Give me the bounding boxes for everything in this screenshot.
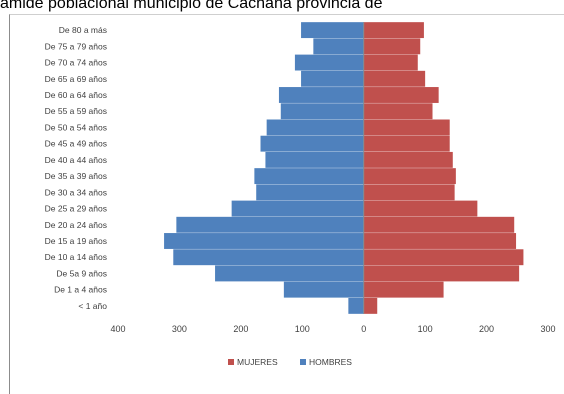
bar-mujeres-de-5a-9-a-os — [363, 265, 520, 282]
bar-mujeres-de-75-a-79-a-os — [363, 38, 421, 55]
legend: MUJERES HOMBRES — [228, 357, 352, 367]
category-label: De 35 a 39 años — [45, 171, 107, 181]
x-tick-label: 100 — [295, 324, 310, 334]
category-label: De 60 a 64 años — [45, 90, 107, 100]
bar-mujeres-1-a-o — [363, 297, 378, 314]
bar-mujeres-de-60-a-64-a-os — [363, 87, 439, 103]
bar-mujeres-de-70-a-74-a-os — [363, 54, 418, 71]
bar-mujeres-de-15-a-19-a-os — [363, 233, 517, 249]
category-label: De 30 a 34 años — [45, 187, 107, 197]
category-label: De 50 a 54 años — [45, 122, 107, 132]
bar-hombres-de-60-a-64-a-os — [278, 87, 364, 103]
x-tick-label: 300 — [540, 324, 555, 334]
bar-hombres-de-40-a-44-a-os — [265, 151, 364, 168]
chart-frame — [9, 14, 564, 394]
bar-mujeres-de-30-a-34-a-os — [363, 184, 455, 201]
bar-mujeres-de-25-a-29-a-os — [363, 200, 478, 217]
bar-hombres-de-20-a-24-a-os — [176, 216, 364, 233]
category-label: De 55 a 59 años — [45, 106, 107, 116]
bar-hombres-de-65-a-69-a-os — [301, 70, 364, 87]
legend-swatch-hombres — [300, 359, 306, 365]
category-label: De 75 a 79 años — [45, 41, 107, 51]
category-label: De 40 a 44 años — [45, 155, 107, 165]
category-label: De 80 a más — [59, 25, 107, 35]
legend-label-hombres: HOMBRES — [309, 357, 352, 367]
x-tick-label: 200 — [479, 324, 494, 334]
bar-mujeres-de-65-a-69-a-os — [363, 70, 426, 87]
bar-hombres-de-70-a-74-a-os — [294, 54, 364, 71]
bar-mujeres-de-1-a-4-a-os — [363, 281, 444, 298]
x-tick-label: 300 — [172, 324, 187, 334]
bar-mujeres-de-50-a-54-a-os — [363, 119, 450, 136]
x-tick-label: 100 — [418, 324, 433, 334]
bar-hombres-de-1-a-4-a-os — [283, 281, 364, 298]
bar-mujeres-de-10-a-14-a-os — [363, 249, 524, 266]
x-tick-labels-group: 400 300 200 100 0 100 200 300 — [110, 324, 555, 334]
bar-hombres-de-35-a-39-a-os — [254, 168, 364, 185]
category-labels-group: De 80 a más De 75 a 79 años De 70 a 74 año… — [45, 25, 108, 311]
category-label: De 25 a 29 años — [45, 204, 107, 214]
category-label: De 1 a 4 años — [54, 285, 107, 295]
bar-hombres-de-15-a-19-a-os — [164, 233, 364, 249]
category-label: De 65 a 69 años — [45, 74, 107, 84]
population-pyramid-chart: De 80 a más De 75 a 79 años De 70 a 74 año… — [45, 22, 556, 367]
category-label: < 1 año — [78, 301, 107, 311]
bar-mujeres-de-80-a-m-s — [363, 22, 424, 39]
x-tick-label: 200 — [233, 324, 248, 334]
category-label: De 45 a 49 años — [45, 139, 107, 149]
bar-hombres-de-10-a-14-a-os — [173, 249, 364, 266]
bar-mujeres-de-20-a-24-a-os — [363, 216, 515, 233]
bar-mujeres-de-40-a-44-a-os — [363, 151, 453, 168]
bar-mujeres-de-55-a-59-a-os — [363, 103, 433, 120]
category-label: De 10 a 14 años — [45, 252, 107, 262]
bars-group — [164, 22, 524, 314]
legend-label-mujeres: MUJERES — [237, 357, 278, 367]
bar-hombres-de-5a-9-a-os — [215, 265, 364, 282]
bar-hombres-de-75-a-79-a-os — [313, 38, 364, 55]
bar-mujeres-de-35-a-39-a-os — [363, 168, 456, 185]
x-tick-label: 400 — [110, 324, 125, 334]
bar-hombres-de-30-a-34-a-os — [256, 184, 364, 201]
category-label: De 70 a 74 años — [45, 58, 107, 68]
category-label: De 20 a 24 años — [45, 220, 107, 230]
category-label: De 5a 9 años — [56, 268, 107, 278]
bar-hombres-de-25-a-29-a-os — [231, 200, 364, 217]
bar-hombres-1-a-o — [348, 297, 364, 314]
bar-mujeres-de-45-a-49-a-os — [363, 135, 450, 152]
bar-hombres-de-80-a-m-s — [301, 22, 364, 39]
bar-hombres-de-45-a-49-a-os — [260, 135, 364, 152]
chart-title: amide poblacional municipio de Cachaña p… — [0, 0, 383, 12]
bar-hombres-de-50-a-54-a-os — [266, 119, 364, 136]
legend-swatch-mujeres — [228, 359, 234, 365]
category-label: De 15 a 19 años — [45, 236, 107, 246]
x-tick-label: 0 — [361, 324, 366, 334]
bar-hombres-de-55-a-59-a-os — [280, 103, 364, 120]
